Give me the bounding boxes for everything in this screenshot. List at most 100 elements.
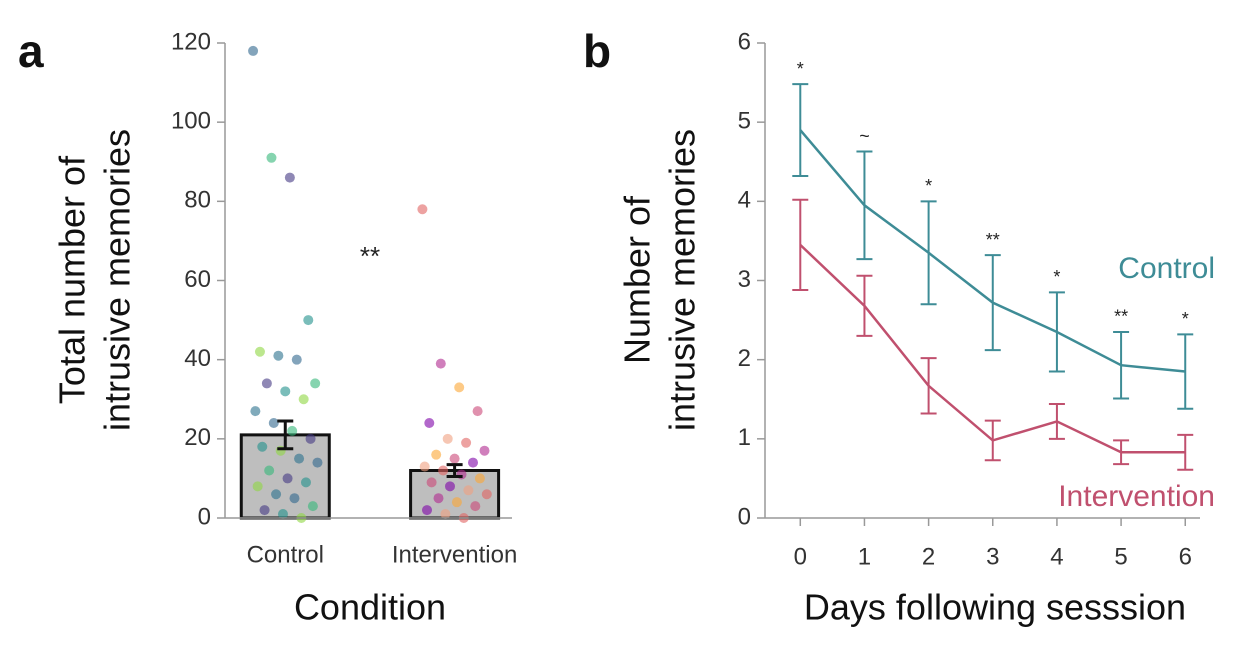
data-point bbox=[468, 457, 478, 468]
data-point bbox=[259, 505, 270, 516]
data-point bbox=[431, 449, 442, 460]
data-point bbox=[461, 437, 472, 448]
error-bar bbox=[1113, 439, 1130, 466]
x-tick-label: 5 bbox=[1114, 543, 1127, 570]
data-point bbox=[271, 489, 282, 500]
significance-label: * bbox=[1053, 267, 1060, 287]
data-point bbox=[303, 315, 314, 326]
significance-label: * bbox=[925, 176, 932, 196]
y-axis-label: intrusive memories bbox=[97, 129, 138, 431]
data-point bbox=[300, 477, 311, 488]
y-tick-label: 1 bbox=[738, 424, 751, 451]
error-bar bbox=[1177, 333, 1194, 410]
significance-label: ~ bbox=[859, 126, 870, 146]
x-tick-label: Control bbox=[247, 541, 324, 568]
significance-label: ** bbox=[1114, 307, 1128, 327]
y-tick-label: 0 bbox=[198, 503, 211, 530]
annotation: ** bbox=[360, 241, 380, 271]
significance-label: ** bbox=[986, 230, 1000, 250]
y-tick-label: 40 bbox=[184, 345, 211, 372]
error-bar bbox=[1177, 433, 1194, 471]
data-point bbox=[254, 346, 265, 357]
error-bar bbox=[792, 198, 809, 291]
panel-label: a bbox=[18, 25, 44, 77]
data-point bbox=[474, 473, 485, 484]
data-point bbox=[442, 433, 453, 444]
data-point bbox=[250, 406, 261, 417]
y-axis-label: Total number of bbox=[52, 155, 93, 404]
panel-label: b bbox=[583, 25, 611, 77]
y-tick-label: 20 bbox=[184, 424, 211, 451]
data-point bbox=[456, 469, 467, 480]
data-point bbox=[472, 406, 483, 417]
data-point bbox=[445, 481, 455, 492]
error-bar bbox=[1113, 330, 1130, 400]
error-bar bbox=[792, 83, 809, 177]
data-point bbox=[284, 172, 295, 183]
y-tick-label: 5 bbox=[738, 108, 751, 135]
data-point bbox=[479, 445, 490, 456]
x-tick-label: 6 bbox=[1179, 543, 1192, 570]
error-bar bbox=[1048, 403, 1065, 440]
data-point bbox=[291, 354, 302, 365]
data-point bbox=[435, 358, 446, 369]
y-axis-label: Number of bbox=[617, 195, 658, 364]
x-tick-label: 2 bbox=[922, 543, 935, 570]
data-point bbox=[264, 465, 275, 476]
data-point bbox=[426, 477, 437, 488]
data-point bbox=[422, 505, 432, 516]
x-tick-label: 4 bbox=[1050, 543, 1063, 570]
error-bar bbox=[1048, 291, 1065, 373]
data-point bbox=[424, 418, 435, 428]
data-point bbox=[252, 481, 263, 492]
y-tick-label: 6 bbox=[738, 28, 751, 55]
data-point bbox=[440, 509, 451, 520]
y-tick-label: 120 bbox=[171, 28, 211, 55]
y-tick-label: 0 bbox=[738, 503, 751, 530]
y-tick-label: 3 bbox=[738, 266, 751, 293]
error-bar bbox=[856, 150, 873, 261]
x-tick-label: 0 bbox=[794, 543, 807, 570]
data-point bbox=[261, 378, 272, 389]
data-point bbox=[257, 441, 268, 452]
data-point bbox=[287, 425, 298, 436]
error-bar bbox=[856, 274, 873, 337]
y-tick-label: 100 bbox=[171, 108, 211, 135]
data-point bbox=[470, 501, 481, 512]
data-point bbox=[273, 350, 284, 361]
data-point bbox=[268, 418, 279, 428]
error-bar bbox=[920, 200, 937, 306]
data-point bbox=[481, 489, 492, 500]
data-point bbox=[294, 453, 305, 464]
y-tick-label: 2 bbox=[738, 345, 751, 372]
x-tick-label: Intervention bbox=[392, 541, 517, 568]
data-point bbox=[280, 386, 291, 397]
data-point bbox=[438, 465, 449, 476]
y-tick-label: 80 bbox=[184, 187, 211, 214]
error-bar bbox=[984, 254, 1001, 352]
x-tick-label: 3 bbox=[986, 543, 999, 570]
x-tick-label: 1 bbox=[858, 543, 871, 570]
data-point bbox=[307, 501, 318, 512]
significance-label: * bbox=[1182, 309, 1189, 329]
series-label: Intervention bbox=[1058, 480, 1215, 513]
significance-label: * bbox=[797, 59, 804, 79]
data-point bbox=[248, 45, 259, 56]
data-point bbox=[298, 394, 309, 405]
data-point bbox=[449, 453, 460, 464]
y-axis-label: intrusive memories bbox=[662, 129, 703, 431]
data-point bbox=[454, 382, 465, 393]
data-point bbox=[289, 493, 300, 504]
data-point bbox=[312, 457, 323, 468]
x-axis-label: Condition bbox=[294, 587, 446, 628]
data-point bbox=[266, 152, 277, 163]
y-tick-label: 4 bbox=[738, 187, 751, 214]
data-point bbox=[310, 378, 321, 389]
error-bar bbox=[277, 419, 294, 451]
x-axis-label: Days following sesssion bbox=[804, 587, 1186, 628]
data-point bbox=[282, 473, 293, 484]
data-point bbox=[419, 461, 430, 472]
error-bar bbox=[446, 463, 463, 478]
